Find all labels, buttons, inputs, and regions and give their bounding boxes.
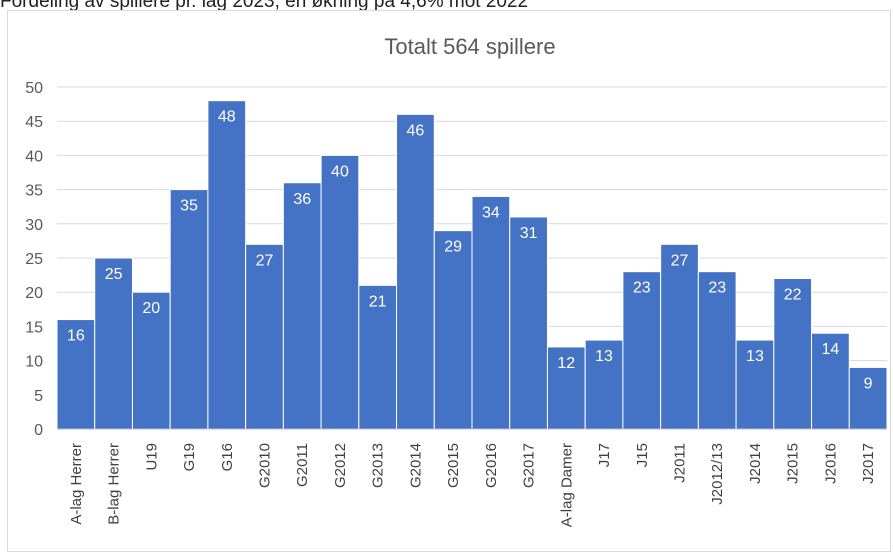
y-tick-label: 20	[25, 285, 43, 302]
y-tick-label: 35	[25, 183, 43, 200]
y-tick-label: 10	[25, 354, 43, 371]
x-tick-label: J2016	[822, 443, 839, 484]
data-label: 36	[293, 191, 311, 208]
y-tick-label: 50	[25, 80, 43, 97]
data-label: 48	[218, 109, 236, 126]
bar-G2012	[320, 154, 360, 430]
bar-G2011	[282, 182, 322, 430]
page-caption: Fordeling av spillere pr. lag 2023, en ø…	[0, 0, 529, 12]
y-tick-label: 40	[25, 148, 43, 165]
bar-B-lag Herrer	[94, 257, 133, 430]
bar-G2014	[396, 113, 435, 430]
x-tick-label: U19	[143, 443, 160, 471]
data-label: 35	[180, 198, 198, 215]
x-tick-label: G2013	[370, 443, 387, 488]
y-tick-label: 5	[34, 388, 43, 405]
y-tick-label: 25	[25, 251, 43, 268]
data-label: 27	[671, 252, 689, 269]
x-tick-label: G2014	[407, 443, 424, 488]
bar-G19	[169, 189, 209, 430]
y-tick-label: 30	[25, 217, 43, 234]
x-tick-label: G19	[181, 443, 198, 471]
bar-J2015	[773, 278, 813, 430]
data-label: 27	[256, 252, 274, 269]
x-tick-label: G2015	[445, 443, 462, 488]
axes: 0 5 10 15 20 25 30 35 40 45 50 A-lag Herrer B-lag He…	[25, 80, 887, 527]
x-tick-label: A-lag Herrer	[68, 443, 85, 525]
data-label: 14	[822, 341, 840, 358]
x-tick-label: G2016	[483, 443, 500, 488]
x-tick-label: G2012	[332, 443, 349, 488]
data-label: 29	[444, 239, 462, 256]
data-label: 9	[864, 375, 873, 392]
bar-J17	[584, 339, 624, 430]
bar-J15	[622, 271, 662, 430]
x-tick-label: J15	[634, 443, 651, 467]
data-label: 34	[482, 204, 500, 221]
x-tick-label: J2011	[672, 443, 689, 483]
y-tick-label: 45	[25, 114, 43, 131]
data-label: 16	[67, 328, 85, 345]
bar-J2012/13	[697, 271, 737, 430]
x-tick-label: G2011	[294, 443, 311, 487]
x-tick-label: J2017	[860, 443, 877, 484]
x-tick-label: G2017	[521, 443, 538, 488]
x-tick-label: J2014	[747, 443, 764, 484]
data-label: 25	[105, 266, 123, 283]
bar-G2016	[471, 195, 511, 430]
x-tick-label: G16	[219, 443, 236, 471]
data-label: 23	[633, 280, 651, 297]
x-tick-label: J17	[596, 443, 613, 467]
data-label: 22	[784, 287, 802, 304]
x-tick-label: G2010	[257, 443, 274, 488]
x-tick-label: J2015	[785, 443, 802, 484]
data-label: 23	[708, 280, 726, 297]
x-tick-label: B-lag Herrer	[106, 443, 123, 525]
bar-G16	[207, 100, 247, 430]
data-label: 40	[331, 163, 349, 180]
data-label: 46	[407, 122, 425, 139]
bar-G2010	[245, 243, 284, 430]
data-label: 13	[746, 348, 764, 365]
data-label: 31	[520, 225, 538, 242]
data-label: 12	[557, 355, 575, 372]
data-label: 13	[595, 348, 613, 365]
bar-J2017	[848, 366, 888, 430]
data-label: 20	[142, 300, 160, 317]
bar-G2017	[509, 216, 548, 430]
data-label: 21	[369, 293, 387, 310]
chart-title: Totalt 564 spillere	[384, 34, 555, 59]
bar-J2011	[660, 243, 699, 430]
bar-J2016	[811, 332, 850, 430]
y-tick-label: 15	[25, 319, 43, 336]
x-tick-label: A-lag Damer	[558, 443, 575, 527]
y-tick-label: 0	[34, 422, 43, 439]
x-tick-label: J2012/13	[709, 443, 726, 505]
bars: 16 25 20 35 48 27 36 40 21 46 29 34 31 12 13 23 27 23 13 22…	[56, 100, 888, 430]
bar-G2015	[433, 230, 473, 430]
